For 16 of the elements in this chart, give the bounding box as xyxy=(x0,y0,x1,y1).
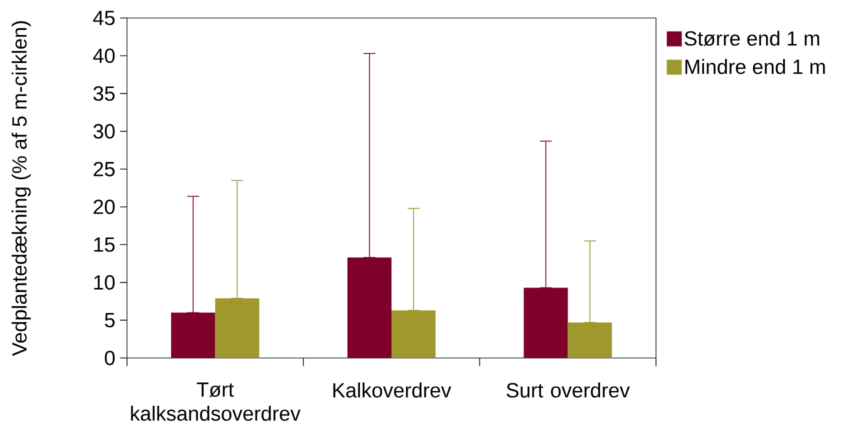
y-axis-title: Vedplantedækning (% af 5 m-cirklen) xyxy=(12,21,31,356)
y-tick-label: 15 xyxy=(94,238,115,252)
x-tick-label: Kalkoverdrev xyxy=(333,382,452,398)
y-tick-label: 40 xyxy=(93,48,115,64)
y-tick-label: 10 xyxy=(94,275,115,290)
legend-label: Større end 1 m xyxy=(684,30,820,46)
y-tick-label: 35 xyxy=(93,86,115,101)
y-tick-label: 5 xyxy=(104,313,115,328)
x-tick-label: Tørt kalksandsoverdrev xyxy=(131,382,301,421)
y-tick-label: 20 xyxy=(94,200,115,214)
y-tick-label: 25 xyxy=(94,162,115,176)
y-tick-label: 30 xyxy=(93,124,115,139)
y-tick-label: 45 xyxy=(93,10,115,26)
y-tick-label: 0 xyxy=(104,350,115,366)
legend-label: Mindre end 1 m xyxy=(685,59,825,74)
x-tick-label: Surt overdrev xyxy=(506,382,630,398)
